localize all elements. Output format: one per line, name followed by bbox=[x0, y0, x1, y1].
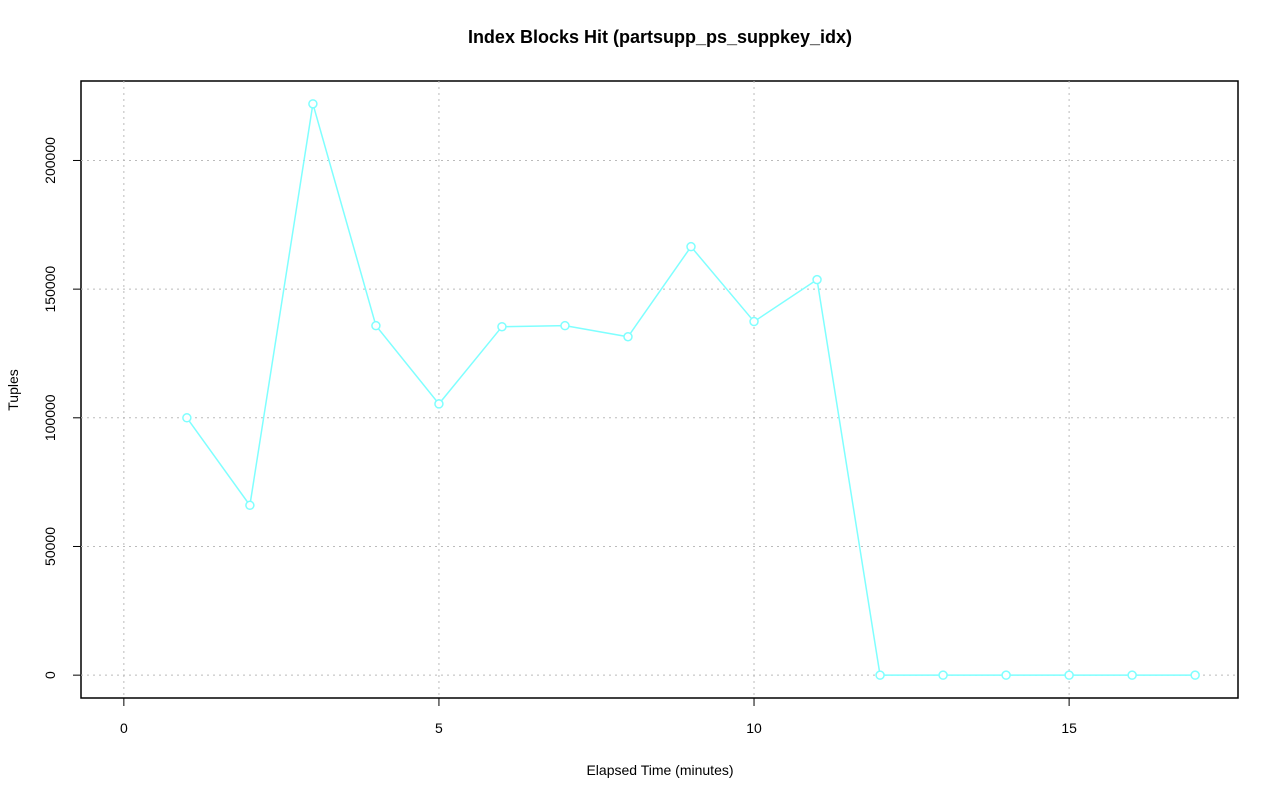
data-point bbox=[1001, 670, 1011, 680]
data-point bbox=[1127, 670, 1137, 680]
data-point bbox=[371, 320, 381, 331]
y-tick-label: 50000 bbox=[42, 527, 58, 566]
x-tick-label: 5 bbox=[435, 720, 443, 736]
data-point bbox=[1190, 670, 1200, 680]
x-axis-label: Elapsed Time (minutes) bbox=[586, 762, 733, 778]
data-point bbox=[686, 241, 696, 252]
data-point bbox=[245, 500, 255, 511]
plot-frame bbox=[80, 80, 1239, 699]
data-point bbox=[560, 320, 570, 331]
data-point bbox=[182, 413, 192, 423]
data-point bbox=[623, 331, 633, 342]
data-point bbox=[308, 99, 318, 109]
y-tick-label: 150000 bbox=[42, 266, 58, 313]
y-tick-label: 0 bbox=[42, 671, 58, 679]
data-point bbox=[812, 274, 822, 285]
x-tick-label: 0 bbox=[120, 720, 128, 736]
data-point bbox=[875, 670, 885, 680]
series-line bbox=[186, 103, 1196, 676]
y-tick-label: 100000 bbox=[42, 394, 58, 441]
data-point bbox=[749, 316, 759, 327]
y-tick-label: 200000 bbox=[42, 137, 58, 184]
data-point bbox=[497, 321, 507, 332]
chart-title: Index Blocks Hit (partsupp_ps_suppkey_id… bbox=[468, 27, 852, 47]
data-point bbox=[1064, 670, 1074, 680]
x-tick-label: 10 bbox=[746, 720, 762, 736]
data-point bbox=[434, 399, 444, 409]
y-axis-label: Tuples bbox=[5, 369, 21, 411]
x-tick-label: 15 bbox=[1061, 720, 1077, 736]
data-point bbox=[938, 670, 948, 680]
